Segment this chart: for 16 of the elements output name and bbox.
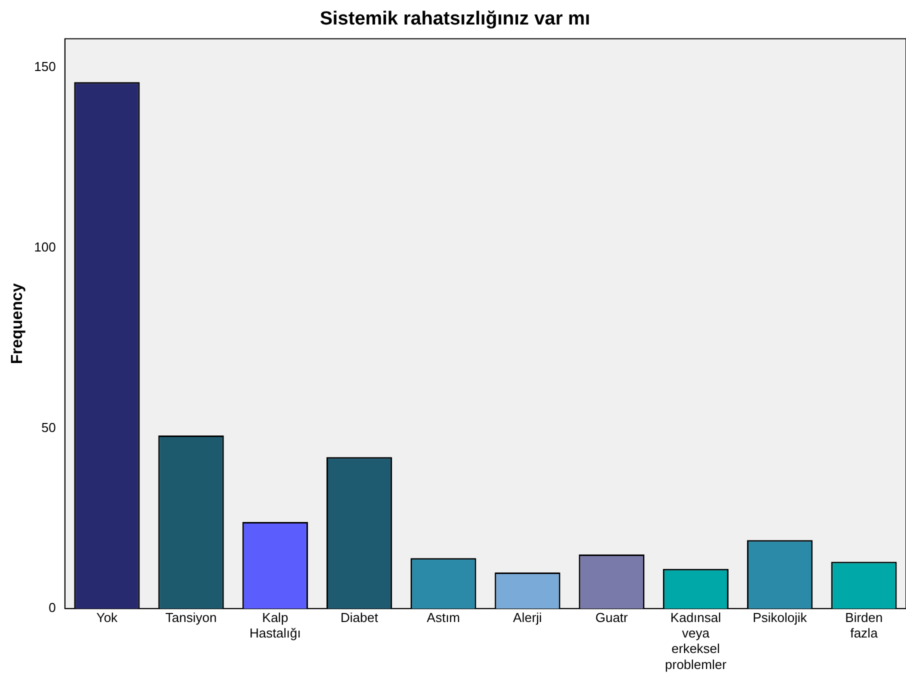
chart-title: Sistemik rahatsızlığınız var mı (320, 8, 590, 30)
x-tick-label: Astım (426, 610, 460, 625)
x-tick-label: Alerji (513, 610, 542, 625)
x-tick-label: Tansiyon (165, 610, 217, 625)
x-tick-label: Birden fazla (845, 610, 883, 641)
y-axis-title: Frequency (9, 283, 26, 364)
y-tick-label: 50 (41, 420, 56, 435)
y-tick-label: 100 (34, 240, 56, 255)
x-tick-label: Kadınsal veya erkeksel problemler (665, 610, 728, 672)
x-tick-label: Psikolojik (752, 610, 808, 625)
x-tick-label: Yok (96, 610, 118, 625)
y-tick-label: 0 (48, 600, 56, 616)
x-tick-label: Diabet (340, 610, 378, 625)
x-tick-label: Guatr (595, 610, 629, 625)
x-tick-label: Kalp Hastalığı (250, 610, 301, 641)
y-tick-label: 150 (34, 59, 56, 74)
